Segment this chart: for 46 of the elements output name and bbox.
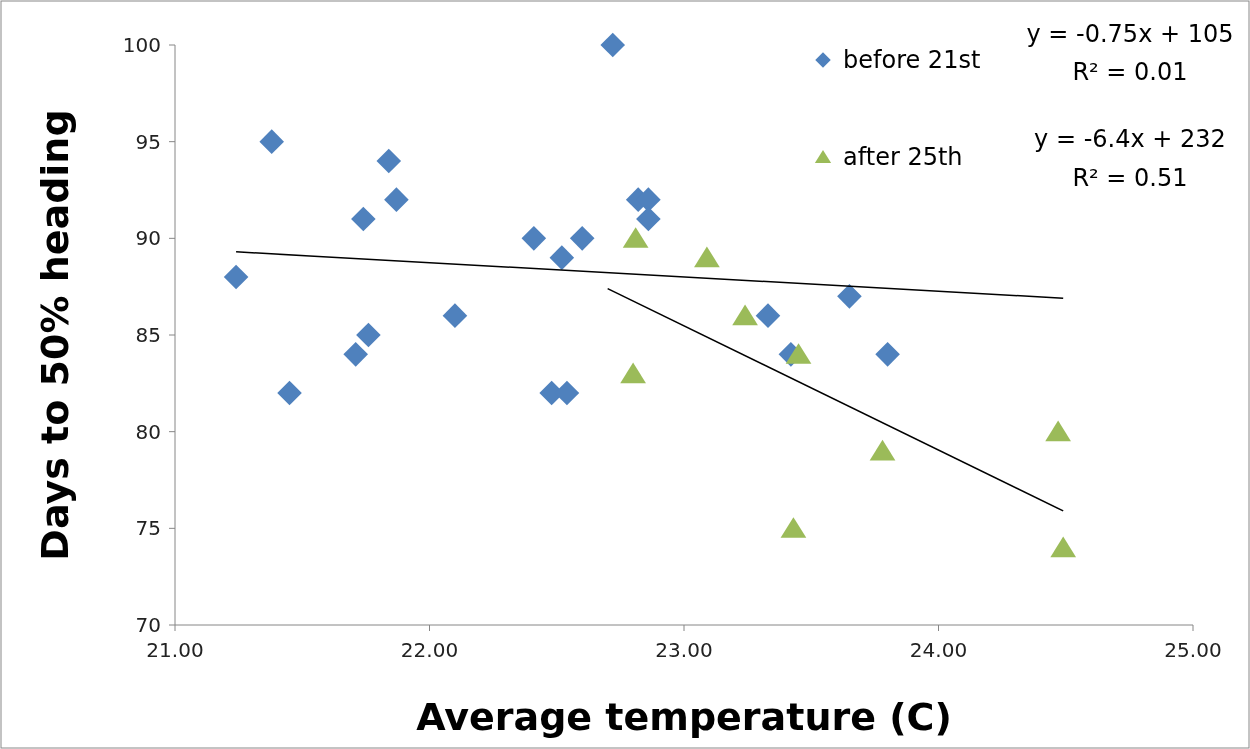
point (837, 284, 862, 309)
point (277, 380, 302, 406)
y-tick-label: 85 (135, 323, 161, 347)
point (875, 342, 900, 367)
point (780, 517, 807, 538)
point (620, 362, 646, 384)
point (343, 342, 368, 367)
point (549, 245, 575, 270)
y-tick-label: 70 (135, 613, 161, 637)
annotation: R² = 0.01 (1072, 58, 1188, 86)
point (1045, 420, 1071, 442)
point (636, 206, 661, 232)
annotation: y = -0.75x + 105 (1026, 20, 1234, 48)
point (351, 206, 376, 232)
y-tick-label: 95 (135, 129, 161, 154)
y-tick-label: 75 (135, 516, 161, 541)
point (694, 246, 720, 268)
point (356, 322, 381, 348)
point (1050, 536, 1077, 558)
legend-label: before 21st (843, 46, 981, 75)
point (732, 304, 758, 326)
point (384, 187, 409, 212)
legend-label: after 25th (843, 143, 963, 172)
annotation: R² = 0.51 (1072, 164, 1188, 192)
point (376, 148, 402, 174)
y-axis-title: Days to 50% heading (33, 109, 77, 561)
x-tick-label: 21.00 (146, 638, 204, 662)
point (569, 226, 595, 251)
y-tick-label: 100 (122, 33, 161, 57)
x-axis-title: Average temperature (C) (416, 695, 952, 739)
x-tick-label: 24.00 (909, 638, 968, 662)
x-tick-label: 23.00 (655, 638, 713, 662)
x-tick-label: 22.00 (400, 638, 459, 662)
point (259, 129, 285, 154)
annotation: y = -6.4x + 232 (1034, 125, 1226, 153)
point (755, 303, 781, 328)
point (600, 32, 626, 58)
point (622, 227, 649, 248)
point (521, 226, 547, 251)
x-tick-label: 25.00 (1164, 638, 1222, 662)
y-tick-label: 80 (135, 419, 161, 444)
point (223, 264, 249, 290)
y-tick-label: 90 (135, 226, 161, 251)
point (869, 439, 896, 461)
point (442, 303, 468, 328)
point (785, 343, 812, 364)
